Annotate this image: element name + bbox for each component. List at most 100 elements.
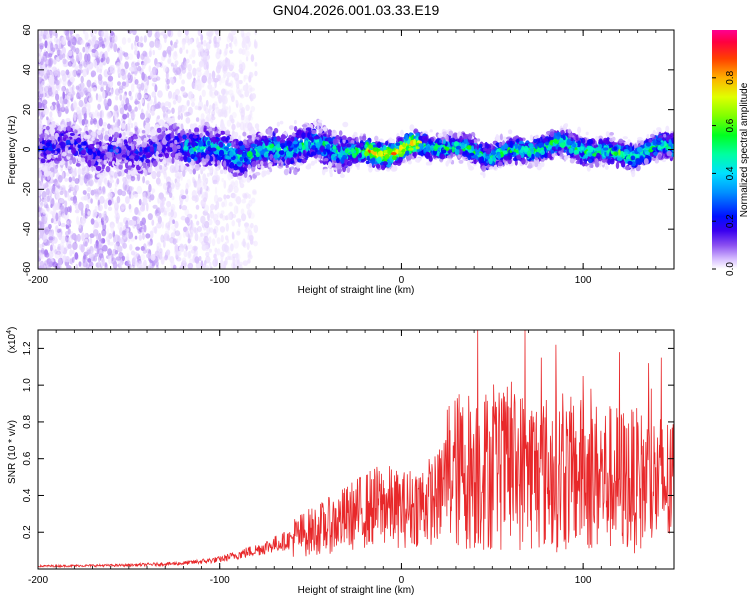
noise-blob (248, 250, 252, 258)
noise-blob (89, 233, 95, 239)
noise-blob (78, 220, 82, 229)
noise-blob (134, 79, 139, 85)
noise-blob (74, 178, 80, 184)
noise-blob (192, 60, 196, 64)
noise-blob (210, 30, 214, 35)
noise-blob (227, 213, 232, 220)
noise-blob (137, 65, 142, 72)
band-blob (77, 168, 83, 175)
noise-blob (44, 213, 48, 222)
noise-blob (66, 240, 72, 248)
noise-blob (147, 265, 151, 269)
noise-blob (235, 262, 242, 269)
noise-blob (127, 37, 131, 43)
noise-blob (95, 194, 100, 201)
noise-blob (39, 89, 43, 95)
noise-blob (236, 218, 242, 223)
noise-blob (200, 113, 205, 120)
noise-blob (180, 113, 183, 120)
noise-blob (109, 64, 114, 73)
noise-blob (75, 263, 79, 269)
band-blob (220, 122, 225, 130)
noise-blob (115, 256, 122, 261)
noise-blob (66, 206, 71, 213)
noise-blob (39, 111, 44, 120)
noise-blob (248, 235, 254, 242)
noise-blob (151, 170, 157, 180)
noise-blob (196, 220, 200, 226)
noise-blob (94, 30, 98, 34)
noise-blob (91, 111, 96, 120)
noise-blob (62, 255, 67, 263)
noise-blob (45, 188, 50, 196)
noise-blob (245, 115, 250, 120)
noise-blob (77, 83, 82, 92)
noise-blob (183, 250, 188, 258)
noise-blob (151, 110, 155, 116)
band-blob (269, 167, 273, 173)
noise-blob (49, 231, 54, 236)
noise-blob (226, 35, 231, 43)
noise-blob (192, 245, 198, 251)
noise-blob (231, 231, 235, 240)
noise-blob (114, 250, 118, 255)
band-blob (279, 120, 284, 125)
noise-blob (110, 224, 115, 234)
noise-blob (80, 217, 87, 225)
noise-blob (225, 194, 231, 199)
noise-blob (50, 218, 54, 224)
noise-blob (98, 117, 103, 127)
noise-blob (182, 38, 186, 43)
noise-blob (54, 202, 60, 211)
noise-blob (138, 260, 143, 265)
noise-blob (98, 178, 102, 186)
noise-blob (173, 64, 178, 72)
noise-blob (245, 50, 250, 57)
noise-blob (121, 37, 127, 45)
noise-blob (180, 215, 186, 221)
noise-blob (94, 109, 99, 118)
noise-blob (248, 40, 252, 48)
noise-blob (44, 72, 49, 80)
noise-blob (55, 93, 60, 102)
noise-blob (244, 44, 248, 51)
noise-blob (229, 64, 235, 70)
noise-blob (250, 222, 254, 229)
noise-blob (132, 30, 137, 36)
noise-blob (76, 39, 80, 45)
noise-blob (184, 61, 188, 69)
noise-blob (102, 238, 106, 244)
noise-blob (104, 50, 108, 59)
noise-blob (93, 119, 97, 125)
noise-blob (103, 214, 109, 223)
noise-blob (221, 88, 226, 95)
noise-blob (102, 244, 108, 252)
noise-blob (162, 50, 167, 58)
noise-blob (236, 230, 241, 236)
noise-blob (120, 203, 126, 210)
noise-blob (116, 178, 120, 185)
noise-blob (185, 117, 191, 124)
noise-blob (164, 37, 167, 44)
noise-blob (192, 67, 197, 77)
noise-blob (130, 43, 134, 50)
noise-blob (155, 177, 161, 185)
noise-blob (172, 166, 178, 173)
noise-blob (187, 106, 193, 116)
noise-blob (156, 222, 162, 229)
noise-blob (184, 216, 190, 224)
noise-blob (152, 50, 155, 56)
noise-blob (84, 241, 88, 247)
noise-blob (130, 250, 136, 256)
noise-blob (206, 35, 212, 40)
noise-blob (242, 37, 247, 46)
noise-blob (182, 231, 186, 238)
noise-blob (60, 222, 66, 228)
noise-blob (140, 82, 145, 91)
noise-blob (243, 75, 246, 82)
noise-blob (142, 176, 146, 184)
noise-blob (223, 180, 227, 189)
noise-blob (212, 229, 215, 236)
noise-blob (50, 104, 54, 110)
